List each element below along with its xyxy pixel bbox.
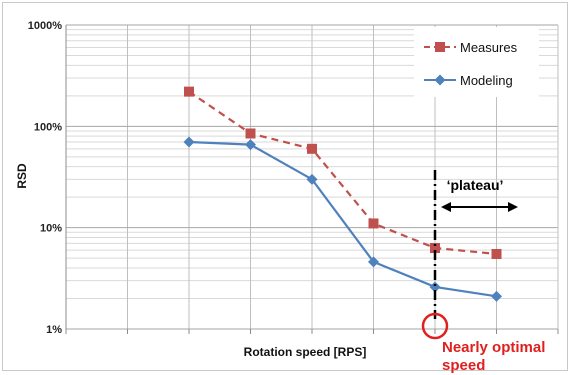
y-tick-label: 1% xyxy=(46,324,62,336)
legend-label-modeling: Modeling xyxy=(460,73,513,88)
data-point-modeling xyxy=(368,256,379,268)
y-tick-labels: 1% 10% 100% 1000% xyxy=(28,20,62,336)
optimal-speed-note-line2: speed xyxy=(442,357,485,374)
series xyxy=(183,86,502,302)
data-point-measures xyxy=(430,243,440,254)
y-axis-title: RSD xyxy=(15,163,29,189)
legend-marker-modeling xyxy=(434,74,446,86)
optimal-speed-note-line1: Nearly optimal xyxy=(442,339,545,356)
data-point-measures xyxy=(368,218,379,229)
data-point-measures xyxy=(307,143,317,154)
data-point-modeling xyxy=(429,281,441,293)
plateau-arrow-right-head xyxy=(508,202,518,212)
data-point-modeling xyxy=(245,139,256,151)
data-point-modeling xyxy=(183,136,195,148)
legend: Measures Modeling xyxy=(414,27,539,97)
legend-marker-measures xyxy=(435,42,445,52)
legend-box xyxy=(414,27,539,97)
data-point-measures xyxy=(491,248,502,259)
legend-label-measures: Measures xyxy=(460,40,518,55)
data-point-modeling xyxy=(491,290,502,302)
plateau-label: ‘plateau’ xyxy=(447,177,504,193)
series-line-modeling xyxy=(188,140,497,298)
data-point-measures xyxy=(184,86,194,97)
annotations xyxy=(421,170,518,340)
optimal-speed-circle xyxy=(421,312,449,340)
y-tick-label: 10% xyxy=(40,223,62,235)
x-axis-title: Rotation speed [RPS] xyxy=(244,345,367,359)
y-tick-label: 100% xyxy=(34,121,62,133)
series-line-measures xyxy=(188,90,497,256)
data-point-modeling xyxy=(306,173,318,185)
data-point-measures xyxy=(245,128,256,139)
plateau-arrow-left-head xyxy=(441,202,451,212)
y-tick-label: 1000% xyxy=(28,20,62,32)
